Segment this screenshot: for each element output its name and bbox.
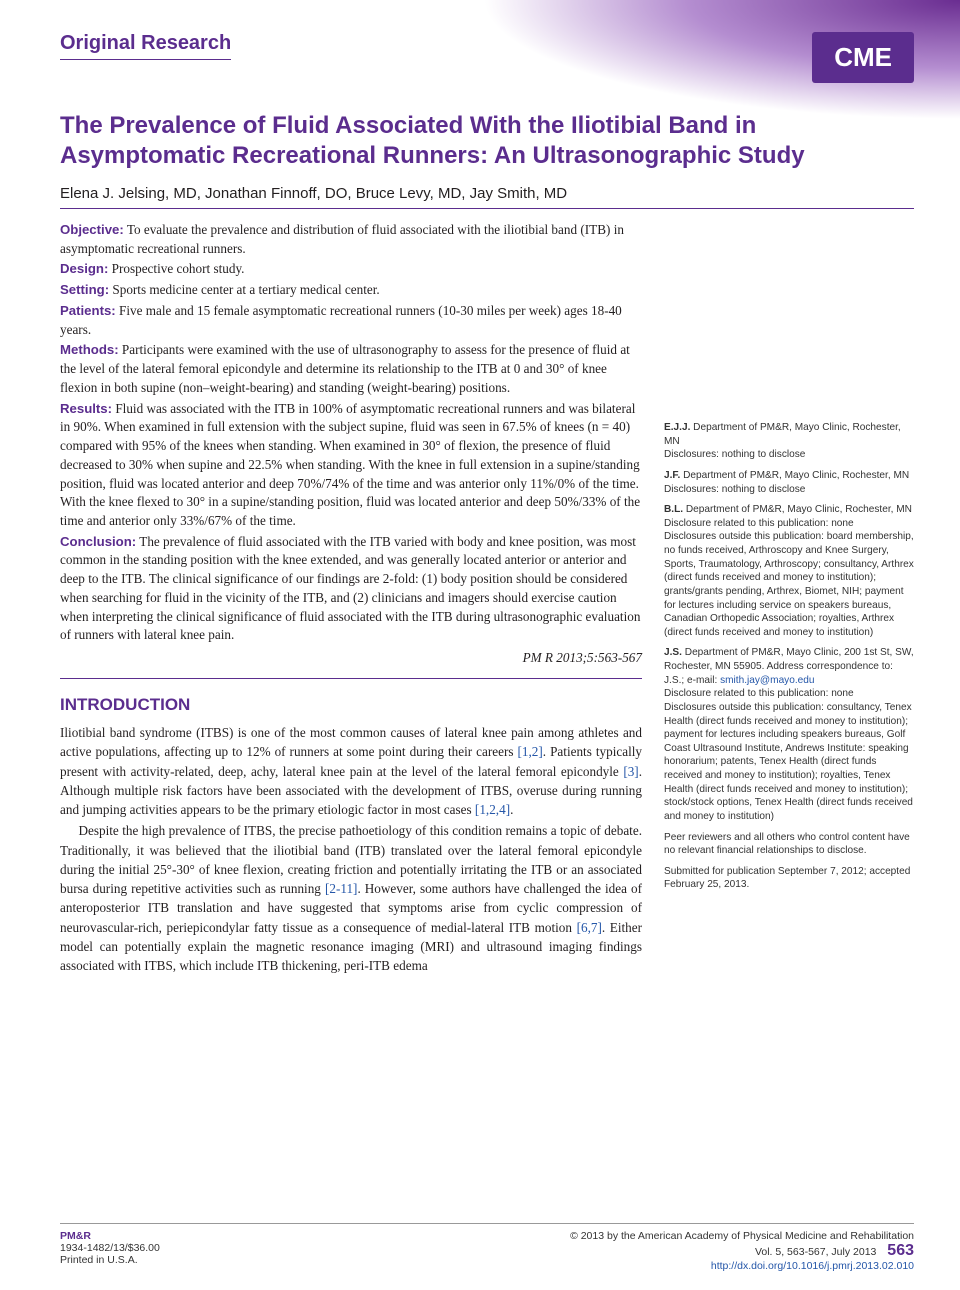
footer-printed: Printed in U.S.A. [60, 1254, 138, 1266]
header-row: Original Research CME [60, 32, 914, 83]
label-objective: Objective: [60, 222, 124, 237]
footer-vol: Vol. 5, 563-567, July 2013 [755, 1246, 876, 1258]
footer-doi-link[interactable]: http://dx.doi.org/10.1016/j.pmrj.2013.02… [711, 1260, 914, 1272]
aff-bl-disc1: Disclosure related to this publication: … [664, 518, 854, 529]
abs-patients: Patients: Five male and 15 female asympt… [60, 302, 642, 339]
side-spacer [664, 221, 914, 421]
label-methods: Methods: [60, 342, 119, 357]
article-title: The Prevalence of Fluid Associated With … [60, 111, 914, 171]
ref-3[interactable]: [3] [623, 764, 638, 779]
abstract-column: Objective: To evaluate the prevalence an… [60, 221, 642, 977]
aff-js-disc2: Disclosures outside this publication: co… [664, 702, 913, 822]
page-number: 563 [887, 1242, 914, 1259]
aff-bl-text: Department of PM&R, Mayo Clinic, Rochest… [683, 504, 912, 515]
footer-right: © 2013 by the American Academy of Physic… [570, 1230, 914, 1272]
aff-ejj-disc: Disclosures: nothing to disclose [664, 449, 805, 460]
aff-jf-text: Department of PM&R, Mayo Clinic, Rochest… [680, 470, 909, 481]
intro-para-2: Despite the high prevalence of ITBS, the… [60, 821, 642, 975]
label-design: Design: [60, 261, 108, 276]
ref-2-11[interactable]: [2-11] [325, 881, 357, 896]
abs-conclusion: Conclusion: The prevalence of fluid asso… [60, 533, 642, 645]
aff-peer: Peer reviewers and all others who contro… [664, 831, 914, 858]
cme-badge: CME [812, 32, 914, 83]
label-setting: Setting: [60, 282, 109, 297]
aff-js-init: J.S. [664, 647, 682, 658]
introduction-heading: INTRODUCTION [60, 693, 642, 717]
ref-6-7[interactable]: [6,7] [577, 920, 602, 935]
abs-design: Design: Prospective cohort study. [60, 260, 642, 279]
rule-under-authors [60, 208, 914, 209]
aff-bl-disc2: Disclosures outside this publication: bo… [664, 531, 914, 637]
abs-objective: Objective: To evaluate the prevalence an… [60, 221, 642, 258]
footer-left: PM&R 1934-1482/13/$36.00 Printed in U.S.… [60, 1230, 160, 1272]
footer-issn: 1934-1482/13/$36.00 [60, 1242, 160, 1254]
aff-js-email-link[interactable]: smith.jay@mayo.edu [720, 675, 814, 686]
text-results: Fluid was associated with the ITB in 100… [60, 401, 640, 528]
page-container: Original Research CME The Prevalence of … [0, 0, 960, 997]
abs-setting: Setting: Sports medicine center at a ter… [60, 281, 642, 300]
aff-ejj-text: Department of PM&R, Mayo Clinic, Rochest… [664, 422, 901, 447]
text-methods: Participants were examined with the use … [60, 342, 630, 394]
text-patients: Five male and 15 female asymptomatic rec… [60, 303, 622, 337]
aff-jf-disc: Disclosures: nothing to disclose [664, 484, 805, 495]
section-label: Original Research [60, 32, 231, 60]
rule-under-abstract [60, 678, 642, 679]
label-results: Results: [60, 401, 112, 416]
abs-results: Results: Fluid was associated with the I… [60, 400, 642, 531]
two-column-layout: Objective: To evaluate the prevalence an… [60, 221, 914, 977]
aff-ejj-init: E.J.J. [664, 422, 690, 433]
footer-journal: PM&R [60, 1230, 91, 1242]
p1-d: . [510, 802, 513, 817]
ref-1-2[interactable]: [1,2] [518, 744, 543, 759]
aff-js: J.S. Department of PM&R, Mayo Clinic, 20… [664, 646, 914, 823]
aff-jf-init: J.F. [664, 470, 680, 481]
abstract-citation: PM R 2013;5:563-567 [60, 649, 642, 668]
aff-jf: J.F. Department of PM&R, Mayo Clinic, Ro… [664, 469, 914, 496]
affiliations-column: E.J.J. Department of PM&R, Mayo Clinic, … [664, 221, 914, 977]
intro-para-1: Iliotibial band syndrome (ITBS) is one o… [60, 723, 642, 819]
text-design: Prospective cohort study. [108, 261, 244, 276]
label-patients: Patients: [60, 303, 116, 318]
aff-js-disc1: Disclosure related to this publication: … [664, 688, 854, 699]
authors-line: Elena J. Jelsing, MD, Jonathan Finnoff, … [60, 185, 914, 202]
aff-bl-init: B.L. [664, 504, 683, 515]
aff-ejj: E.J.J. Department of PM&R, Mayo Clinic, … [664, 421, 914, 462]
label-conclusion: Conclusion: [60, 534, 136, 549]
text-setting: Sports medicine center at a tertiary med… [109, 282, 380, 297]
footer-copyright: © 2013 by the American Academy of Physic… [570, 1230, 914, 1242]
aff-submitted: Submitted for publication September 7, 2… [664, 865, 914, 892]
page-footer: PM&R 1934-1482/13/$36.00 Printed in U.S.… [60, 1223, 914, 1272]
introduction-body: Iliotibial band syndrome (ITBS) is one o… [60, 723, 642, 975]
text-objective: To evaluate the prevalence and distribut… [60, 222, 624, 256]
ref-1-2-4[interactable]: [1,2,4] [475, 802, 510, 817]
abs-methods: Methods: Participants were examined with… [60, 341, 642, 397]
aff-bl: B.L. Department of PM&R, Mayo Clinic, Ro… [664, 503, 914, 639]
text-conclusion: The prevalence of fluid associated with … [60, 534, 640, 643]
